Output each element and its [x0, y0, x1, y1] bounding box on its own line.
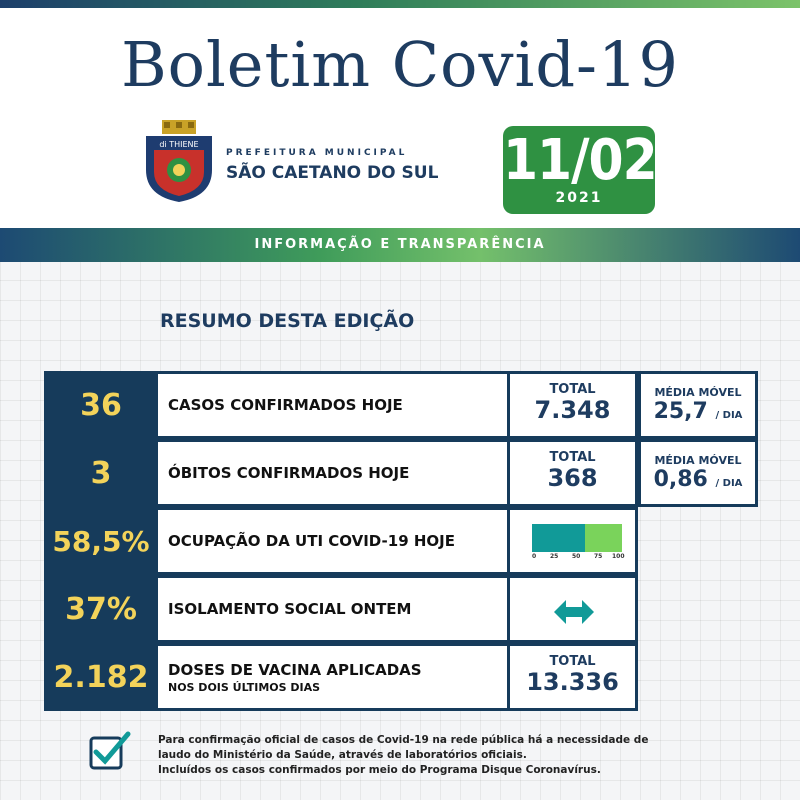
resumo-title: RESUMO DESTA EDIÇÃO — [160, 310, 415, 332]
total-label: TOTAL — [549, 450, 596, 465]
total-value: 368 — [547, 464, 598, 492]
row-moving-average: MÉDIA MÓVEL 25,7 / DIA — [638, 371, 758, 439]
uti-teal-segment — [532, 524, 585, 552]
media-number: 25,7 — [653, 399, 708, 424]
row-label-text: ÓBITOS CONFIRMADOS HOJE — [168, 464, 410, 482]
row-number: 3 — [44, 439, 158, 507]
row-number: 58,5% — [44, 507, 158, 575]
tick-label: 75 — [594, 553, 603, 560]
info-band: INFORMAÇÃO E TRANSPARÊNCIA — [0, 228, 800, 262]
row-label: ISOLAMENTO SOCIAL ONTEM — [158, 575, 510, 643]
tick-label: 25 — [550, 553, 559, 560]
footer-line: laudo do Ministério da Saúde, através de… — [158, 749, 527, 761]
header: Boletim Covid-19 di THIENE PREFEITURA MU… — [0, 8, 800, 228]
tick-label: 100 — [612, 553, 625, 560]
total-value: 7.348 — [534, 396, 611, 424]
city-name: SÃO CAETANO DO SUL — [226, 163, 439, 183]
top-gradient-bar — [0, 0, 800, 8]
table-row: 58,5% OCUPAÇÃO DA UTI COVID-19 HOJE 0 25… — [44, 507, 638, 575]
uti-occupancy-cell: 0 25 50 75 100 — [510, 507, 638, 575]
media-label: MÉDIA MÓVEL — [654, 386, 742, 399]
media-unit: / DIA — [715, 478, 743, 489]
tick-label: 0 — [532, 553, 537, 560]
row-label: CASOS CONFIRMADOS HOJE — [158, 371, 510, 439]
table-row: 37% ISOLAMENTO SOCIAL ONTEM — [44, 575, 638, 643]
row-moving-average: MÉDIA MÓVEL 0,86 / DIA — [638, 439, 758, 507]
total-label: TOTAL — [549, 654, 596, 669]
row-total: TOTAL 368 — [510, 439, 638, 507]
footer-line: Para confirmação oficial de casos de Cov… — [158, 734, 649, 746]
crest-label: di THIENE — [159, 140, 198, 149]
date-badge: 11/02 2021 — [503, 126, 658, 214]
table-row: 2.182 DOSES DE VACINA APLICADAS NOS DOIS… — [44, 643, 638, 711]
row-label-text: OCUPAÇÃO DA UTI COVID-19 HOJE — [168, 532, 455, 550]
table-row: 3 ÓBITOS CONFIRMADOS HOJE TOTAL 368 MÉDI… — [44, 439, 758, 507]
media-value: 0,86 / DIA — [641, 467, 755, 497]
row-label: ÓBITOS CONFIRMADOS HOJE — [158, 439, 510, 507]
total-label: TOTAL — [549, 382, 596, 397]
media-value: 25,7 / DIA — [641, 399, 755, 429]
tick-label: 50 — [572, 553, 581, 560]
row-number: 2.182 — [44, 643, 158, 711]
row-label-text: ISOLAMENTO SOCIAL ONTEM — [168, 600, 412, 618]
media-label: MÉDIA MÓVEL — [654, 454, 742, 467]
isolation-icon-cell — [510, 575, 638, 643]
date-year: 2021 — [555, 190, 603, 206]
row-label-text: DOSES DE VACINA APLICADAS — [168, 660, 422, 679]
city-crest-icon: di THIENE — [146, 120, 212, 202]
prefeitura-label: PREFEITURA MUNICIPAL — [226, 148, 408, 158]
page-title: Boletim Covid-19 — [121, 28, 679, 101]
uti-green-segment — [584, 524, 622, 552]
row-number: 37% — [44, 575, 158, 643]
row-label-text: CASOS CONFIRMADOS HOJE — [168, 396, 403, 414]
row-total: TOTAL 7.348 — [510, 371, 638, 439]
date-day-month: 11/02 — [503, 128, 658, 193]
row-number: 36 — [44, 371, 158, 439]
checkbox-check-icon — [89, 731, 131, 770]
footer-line: Incluídos os casos confirmados por meio … — [158, 764, 601, 776]
row-label: OCUPAÇÃO DA UTI COVID-19 HOJE — [158, 507, 510, 575]
media-unit: / DIA — [715, 410, 743, 421]
table-row: 36 CASOS CONFIRMADOS HOJE TOTAL 7.348 MÉ… — [44, 371, 758, 439]
row-sublabel: NOS DOIS ÚLTIMOS DIAS — [168, 680, 321, 694]
uti-occupancy-bar: 0 25 50 75 100 — [532, 524, 625, 564]
double-arrow-icon — [554, 600, 594, 624]
footer-note: Para confirmação oficial de casos de Cov… — [158, 733, 678, 778]
row-total: TOTAL 13.336 — [510, 643, 638, 711]
total-value: 13.336 — [526, 668, 619, 696]
media-number: 0,86 — [653, 467, 708, 492]
row-label: DOSES DE VACINA APLICADAS NOS DOIS ÚLTIM… — [158, 643, 510, 711]
